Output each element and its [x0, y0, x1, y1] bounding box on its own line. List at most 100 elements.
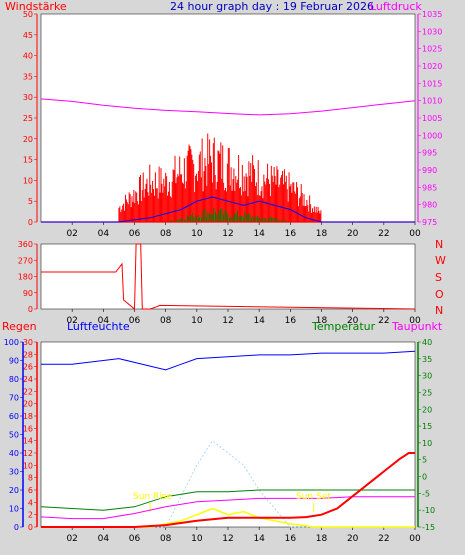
dir-label-n-bottom: N: [435, 304, 443, 317]
p2-x-tick-label: 20: [347, 316, 359, 326]
wind-direction-chart: 0 90 180 270 360 02 04 06 08 10 12 14 16 18 20 22 00: [18, 240, 421, 326]
p3-x-tick-label: 14: [253, 534, 265, 544]
solar-line: [41, 507, 415, 528]
p2-x-tick-label: 16: [285, 316, 297, 326]
p1-x-tick-label: 04: [98, 229, 110, 239]
p2-x-tick-label: 14: [253, 316, 265, 326]
rain-y-tick-label: 18: [23, 412, 33, 421]
wind-strength-label: Windstärke: [5, 0, 67, 13]
p2-x-tick-label: 22: [378, 316, 389, 326]
wind-y-tick-label: 40: [23, 52, 33, 61]
pressure-y-tick-label: 985: [422, 183, 437, 192]
pressure-y-tick-label: 1030: [422, 27, 442, 36]
rain-y-tick-label: 16: [23, 424, 33, 433]
dir-label-w: W: [435, 254, 446, 267]
wind-y-tick-label: 50: [23, 10, 33, 19]
wind-direction-line: [41, 243, 416, 311]
temperature-y-tick-label: 5: [422, 456, 427, 465]
humidity-y-tick-label: 0: [14, 523, 19, 532]
rain-y-tick-label: 8: [28, 474, 33, 483]
p1-x-tick-label: 22: [378, 229, 389, 239]
p1-x-tick-label: 14: [253, 229, 265, 239]
wind-y-tick-label: 0: [28, 218, 33, 227]
p1-x-tick-label: 16: [285, 229, 297, 239]
temperature-y-tick-label: 10: [422, 439, 432, 448]
rain-y-tick-label: 0: [28, 523, 33, 532]
humidity-y-tick-label: 90: [9, 357, 19, 366]
p1-x-tick-label: 10: [191, 229, 203, 239]
p3-x-tick-label: 02: [66, 534, 77, 544]
dir-label-o: O: [435, 288, 444, 301]
dir-label-s: S: [435, 271, 442, 284]
humidity-y-tick-label: 40: [9, 449, 19, 458]
rain-y-tick-label: 14: [23, 437, 33, 446]
wind-mean-line: [41, 196, 415, 223]
pressure-y-tick-label: 995: [422, 149, 437, 158]
p1-x-tick-label: 20: [347, 229, 359, 239]
wind-y-tick-label: 25: [23, 114, 33, 123]
pressure-label: Luftdruck: [370, 0, 422, 13]
wind-y-tick-label: 30: [23, 93, 33, 102]
p2-x-tick-label: 02: [66, 316, 77, 326]
sunrise-label: Sun Rise: [133, 492, 172, 502]
direction-y-tick-label: 360: [18, 240, 33, 249]
p2-x-tick-label: 08: [160, 316, 172, 326]
pressure-line: [40, 98, 416, 116]
direction-y-tick-label: 180: [18, 273, 33, 282]
direction-y-tick-label: 270: [18, 256, 33, 265]
chart-title: 24 hour graph day : 19 Februar 2026: [170, 0, 374, 13]
p3-x-tick-label: 08: [160, 534, 172, 544]
p2-x-tick-label: 12: [222, 316, 233, 326]
wind-y-tick-label: 15: [23, 156, 33, 165]
wind-y-tick-label: 10: [23, 176, 33, 185]
pressure-y-tick-label: 1015: [422, 79, 442, 88]
temperature-y-tick-label: 15: [422, 422, 432, 431]
p3-x-tick-label: 18: [316, 534, 328, 544]
rain-y-tick-label: 22: [23, 387, 33, 396]
humidity-y-tick-label: 10: [9, 505, 19, 514]
wind-pressure-chart: 0510152025303540455097598098599099510001…: [23, 10, 443, 239]
pressure-y-tick-label: 1010: [422, 97, 442, 106]
rain-y-tick-label: 10: [23, 461, 33, 470]
humidity-line: [41, 350, 416, 371]
p2-x-tick-label: 18: [316, 316, 328, 326]
pressure-y-tick-label: 1035: [422, 10, 442, 19]
temperature-y-tick-label: 20: [422, 405, 432, 414]
p3-x-tick-label: 12: [222, 534, 233, 544]
temperature-y-tick-label: -10: [422, 506, 435, 515]
wind-direction-plot-area: [40, 243, 416, 310]
temperature-y-tick-label: 25: [422, 388, 432, 397]
wind-y-tick-label: 5: [28, 197, 33, 206]
temperature-line: [40, 489, 415, 511]
p1-x-tick-label: 02: [66, 229, 77, 239]
rain-y-tick-label: 6: [28, 486, 33, 495]
rain-y-tick-label: 20: [23, 400, 33, 409]
rain-y-tick-label: 30: [23, 338, 33, 347]
wind-min-series: [168, 208, 288, 222]
dir-label-n-top: N: [435, 238, 443, 251]
weather-plot-area: [40, 341, 416, 528]
p3-x-tick-label: 22: [378, 534, 389, 544]
temperature-y-tick-label: 35: [422, 355, 432, 364]
p1-x-tick-label: 06: [129, 229, 141, 239]
pressure-y-tick-label: 990: [422, 166, 437, 175]
temperature-label: Temperatur: [311, 320, 376, 333]
wind-y-tick-label: 20: [23, 135, 33, 144]
p1-x-tick-label: 12: [222, 229, 233, 239]
rain-y-tick-label: 24: [23, 375, 33, 384]
direction-y-tick-label: 0: [28, 305, 33, 314]
p2-x-tick-label: 00: [409, 316, 421, 326]
rain-y-tick-label: 12: [23, 449, 33, 458]
p2-x-tick-label: 04: [98, 316, 110, 326]
humidity-y-tick-label: 50: [9, 431, 19, 440]
p1-x-tick-label: 08: [160, 229, 172, 239]
humidity-y-tick-label: 70: [9, 394, 19, 403]
wind-y-tick-label: 45: [23, 31, 33, 40]
p3-x-tick-label: 00: [409, 534, 421, 544]
humidity-y-tick-label: 80: [9, 375, 19, 384]
wind-gust-series: [118, 133, 322, 222]
rain-y-tick-label: 26: [23, 363, 33, 372]
pressure-y-tick-label: 1020: [422, 62, 442, 71]
humidity-y-tick-label: 60: [9, 412, 19, 421]
temperature-y-tick-label: 0: [422, 473, 427, 482]
